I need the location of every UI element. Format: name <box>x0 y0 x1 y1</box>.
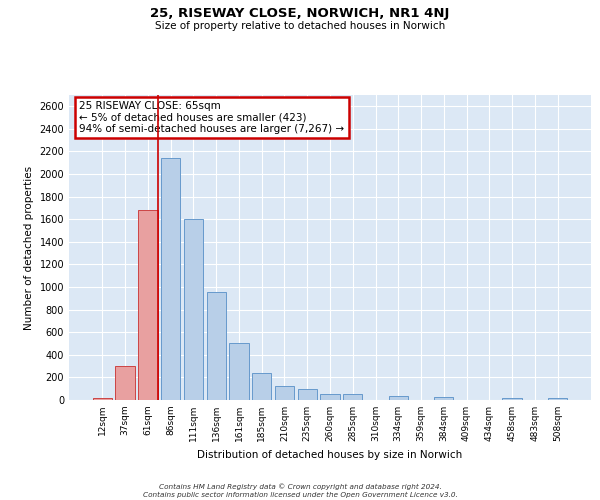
Bar <box>320 394 340 400</box>
Bar <box>229 343 248 400</box>
Bar <box>93 398 112 400</box>
Bar <box>548 398 567 400</box>
Bar <box>343 394 362 400</box>
Bar <box>275 386 294 400</box>
Bar <box>502 398 522 400</box>
Bar <box>115 366 135 400</box>
Bar <box>252 373 271 400</box>
Text: 25, RISEWAY CLOSE, NORWICH, NR1 4NJ: 25, RISEWAY CLOSE, NORWICH, NR1 4NJ <box>151 8 449 20</box>
X-axis label: Distribution of detached houses by size in Norwich: Distribution of detached houses by size … <box>197 450 463 460</box>
Bar <box>389 396 408 400</box>
Bar <box>434 397 454 400</box>
Text: 25 RISEWAY CLOSE: 65sqm
← 5% of detached houses are smaller (423)
94% of semi-de: 25 RISEWAY CLOSE: 65sqm ← 5% of detached… <box>79 101 344 134</box>
Y-axis label: Number of detached properties: Number of detached properties <box>24 166 34 330</box>
Bar <box>298 388 317 400</box>
Bar <box>161 158 181 400</box>
Bar <box>206 292 226 400</box>
Bar <box>138 210 158 400</box>
Bar <box>184 220 203 400</box>
Text: Size of property relative to detached houses in Norwich: Size of property relative to detached ho… <box>155 21 445 31</box>
Text: Contains HM Land Registry data © Crown copyright and database right 2024.
Contai: Contains HM Land Registry data © Crown c… <box>143 484 457 498</box>
